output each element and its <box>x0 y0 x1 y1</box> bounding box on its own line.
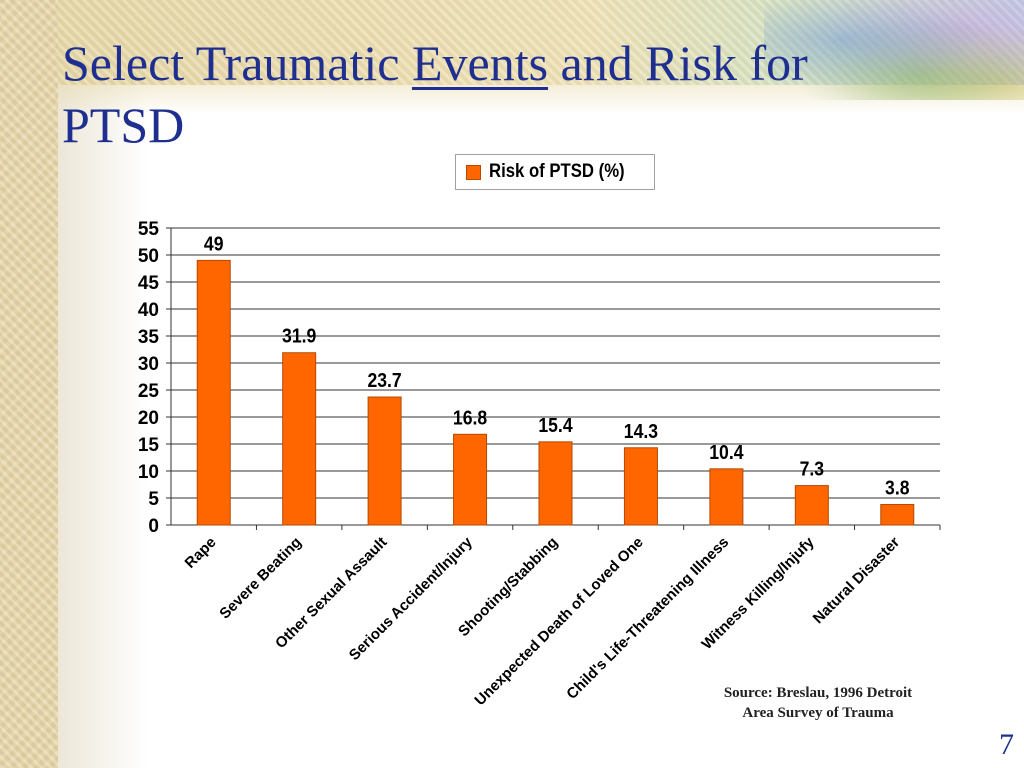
legend-label: Risk of PTSD (%) <box>489 161 626 182</box>
y-tick-label: 40 <box>138 300 159 321</box>
chart-legend: Risk of PTSD (%) <box>455 154 655 190</box>
bar <box>794 485 829 526</box>
category-label: Natural Disaster <box>810 534 903 627</box>
bar <box>709 468 744 526</box>
title-emphasis: Events <box>411 35 549 91</box>
y-tick-label: 10 <box>138 462 159 483</box>
page-number: 7 <box>999 728 1014 761</box>
y-tick-label: 5 <box>148 489 159 510</box>
corner-floral-decoration <box>764 0 1024 100</box>
y-tick-label: 45 <box>138 273 160 294</box>
y-tick-label: 20 <box>138 408 159 429</box>
data-label: 23.7 <box>367 369 401 391</box>
bar <box>196 259 231 526</box>
bar <box>623 447 658 526</box>
data-label: 31.9 <box>282 325 316 347</box>
data-label: 15.4 <box>538 414 573 436</box>
category-label: Child's Life-Threatening Illness <box>563 534 732 703</box>
y-tick-label: 35 <box>138 327 160 348</box>
legend-swatch <box>466 164 482 180</box>
y-tick-label: 55 <box>138 219 160 240</box>
y-tick-label: 0 <box>148 516 159 537</box>
y-tick-label: 30 <box>138 354 159 375</box>
title-part-2: and Risk for PTSD <box>62 35 808 153</box>
slide-title: Select Traumatic Events and Risk for PTS… <box>62 32 942 156</box>
bar <box>538 441 573 526</box>
data-label: 3.8 <box>885 476 909 498</box>
bar <box>453 433 488 526</box>
y-tick-label: 50 <box>138 246 159 267</box>
y-tick-label: 25 <box>138 381 160 402</box>
data-label: 7.3 <box>800 458 824 480</box>
data-label: 10.4 <box>709 441 744 463</box>
source-line-2: Area Survey of Trauma <box>742 705 894 721</box>
left-texture-band <box>0 0 58 768</box>
data-label: 49 <box>204 232 224 254</box>
data-label: 16.8 <box>453 406 487 428</box>
source-line-1: Source: Breslau, 1996 Detroit <box>723 685 913 701</box>
data-label: 14.3 <box>624 420 658 442</box>
title-part-1: Select Traumatic <box>62 35 412 91</box>
category-label: Rape <box>182 534 220 572</box>
source-note: Source: Breslau, 1996 Detroit Area Surve… <box>700 683 936 723</box>
category-label: Unexpected Death of Loved One <box>471 534 646 709</box>
bar <box>880 503 915 526</box>
bar <box>367 396 402 526</box>
category-label: Severe Beating <box>216 534 305 623</box>
bar <box>282 352 317 526</box>
left-fade <box>58 0 148 768</box>
y-tick-label: 15 <box>138 435 160 456</box>
